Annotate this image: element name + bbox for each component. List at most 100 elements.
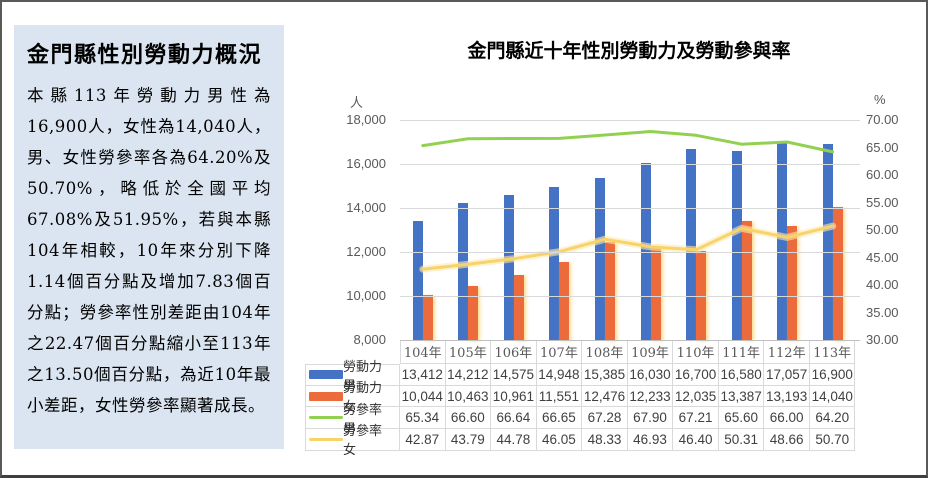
series-name-label: 勞參率 女 [343, 424, 383, 459]
series-name-label: 勞動力 女 [343, 381, 383, 416]
table-value-cell: 10,463 [445, 385, 492, 408]
table-value-cell: 66.65 [536, 407, 583, 430]
bar-labor-male [549, 187, 560, 340]
bar-labor-female [832, 207, 843, 340]
gridline [400, 120, 860, 121]
gridline [400, 252, 860, 253]
table-value-cell: 16,580 [718, 364, 765, 386]
left-axis-tick: 14,000 [346, 200, 386, 215]
bar-labor-male [640, 163, 651, 340]
table-value-cell: 65.60 [718, 407, 765, 430]
legend-cell-lfpr-male: 勞參率 男 [305, 403, 400, 437]
table-value-cell: 14,575 [491, 364, 537, 386]
table-value-cell: 66.00 [764, 407, 810, 430]
bar-labor-male [686, 148, 697, 340]
right-axis-tick: 50.00 [866, 222, 899, 237]
bar-labor-male [731, 151, 742, 340]
bar-labor-male [822, 144, 833, 340]
table-value-cell: 12,233 [627, 385, 674, 408]
bar-labor-female [559, 261, 570, 340]
plot-area [400, 120, 856, 340]
left-axis-tick: 18,000 [346, 112, 386, 127]
bar-labor-male [412, 220, 423, 340]
legend-cell-labor-male: 勞動力 男 [305, 360, 400, 394]
table-value-cell: 13,387 [718, 385, 765, 408]
year-header-cell: 112年 [764, 340, 810, 364]
year-header-cell: 108年 [582, 340, 628, 364]
bar-labor-female [787, 225, 798, 340]
right-axis-tick: 70.00 [866, 112, 899, 127]
year-header-cell: 105年 [445, 340, 492, 364]
year-header-cell: 106年 [491, 340, 537, 364]
bar-labor-female [696, 251, 707, 340]
table-value-cell: 16,030 [627, 364, 674, 386]
table-value-cell: 67.21 [673, 407, 719, 430]
x-axis-line [400, 340, 860, 341]
table-value-cell: 64.20 [809, 407, 856, 430]
year-header-cell: 113年 [809, 340, 856, 364]
gridline [400, 164, 860, 165]
left-axis-tick: 12,000 [346, 244, 386, 259]
gridline [400, 208, 860, 209]
bar-labor-female [741, 221, 752, 340]
table-value-cell: 15,385 [582, 364, 628, 386]
left-axis-tick: 8,000 [353, 332, 386, 347]
bar-legend-swatch [309, 391, 343, 401]
lfpr-female-line [421, 224, 835, 271]
table-value-cell: 14,948 [536, 364, 583, 386]
table-value-cell: 50.70 [809, 429, 856, 451]
chart-title: 金門縣近十年性別勞動力及勞動參與率 [467, 40, 791, 62]
legend-cell-lfpr-female: 勞參率 女 [305, 424, 400, 458]
table-value-cell: 14,040 [809, 385, 856, 408]
line-series-overlay [419, 130, 837, 273]
table-value-cell: 66.64 [491, 407, 537, 430]
table-value-cell: 14,212 [445, 364, 492, 386]
right-axis-tick: 40.00 [866, 277, 899, 292]
year-header-cell: 104年 [400, 340, 446, 364]
year-header-cell: 111年 [718, 340, 765, 364]
legend-cell-labor-female: 勞動力 女 [305, 381, 400, 415]
right-axis-tick: 60.00 [866, 167, 899, 182]
table-value-cell: 10,044 [400, 385, 446, 408]
table-value-cell: 67.28 [582, 407, 628, 430]
summary-panel: 金門縣性別勞動力概況 本縣113年勞動力男性為16,900人，女性為14,040… [14, 25, 284, 449]
table-value-cell: 66.60 [445, 407, 492, 430]
right-axis-tick: 45.00 [866, 249, 899, 265]
table-value-cell: 43.79 [445, 429, 492, 451]
right-axis-tick: 55.00 [866, 194, 899, 210]
bar-labor-female [650, 246, 661, 340]
table-value-cell: 67.90 [627, 407, 674, 430]
line-legend-swatch [309, 437, 343, 442]
table-value-cell: 16,700 [673, 364, 719, 386]
table-value-cell: 65.34 [400, 407, 446, 430]
left-axis-tick: 16,000 [346, 156, 386, 171]
left-axis-unit-label: 人 [350, 95, 364, 110]
table-value-cell: 46.05 [536, 429, 583, 451]
table-value-cell: 48.66 [764, 429, 810, 451]
summary-body: 本縣113年勞動力男性為16,900人，女性為14,040人，男、女性勞參率各為… [27, 85, 271, 415]
table-value-cell: 48.33 [582, 429, 628, 451]
bar-labor-female [422, 295, 433, 340]
table-value-cell: 13,412 [400, 364, 446, 386]
bar-labor-male [503, 195, 514, 340]
table-value-cell: 42.87 [400, 429, 446, 451]
series-name-label: 勞動力 男 [343, 359, 383, 394]
series-name-label: 勞參率 男 [343, 402, 383, 437]
right-axis-unit-label: % [874, 92, 886, 107]
bar-labor-female [513, 274, 524, 340]
table-value-cell: 12,476 [582, 385, 628, 408]
table-value-cell: 10,961 [491, 385, 537, 408]
left-axis-tick: 10,000 [346, 288, 386, 303]
bar-legend-swatch [309, 370, 343, 380]
year-header-cell: 107年 [536, 340, 583, 364]
table-value-cell: 16,900 [809, 364, 856, 386]
table-value-cell: 46.40 [673, 429, 719, 451]
table-value-cell: 44.78 [491, 429, 537, 451]
bar-labor-male [458, 203, 469, 340]
bar-labor-female [604, 241, 615, 340]
table-value-cell: 11,551 [536, 385, 583, 408]
bar-labor-female [468, 285, 479, 340]
table-value-cell: 13,193 [764, 385, 810, 408]
